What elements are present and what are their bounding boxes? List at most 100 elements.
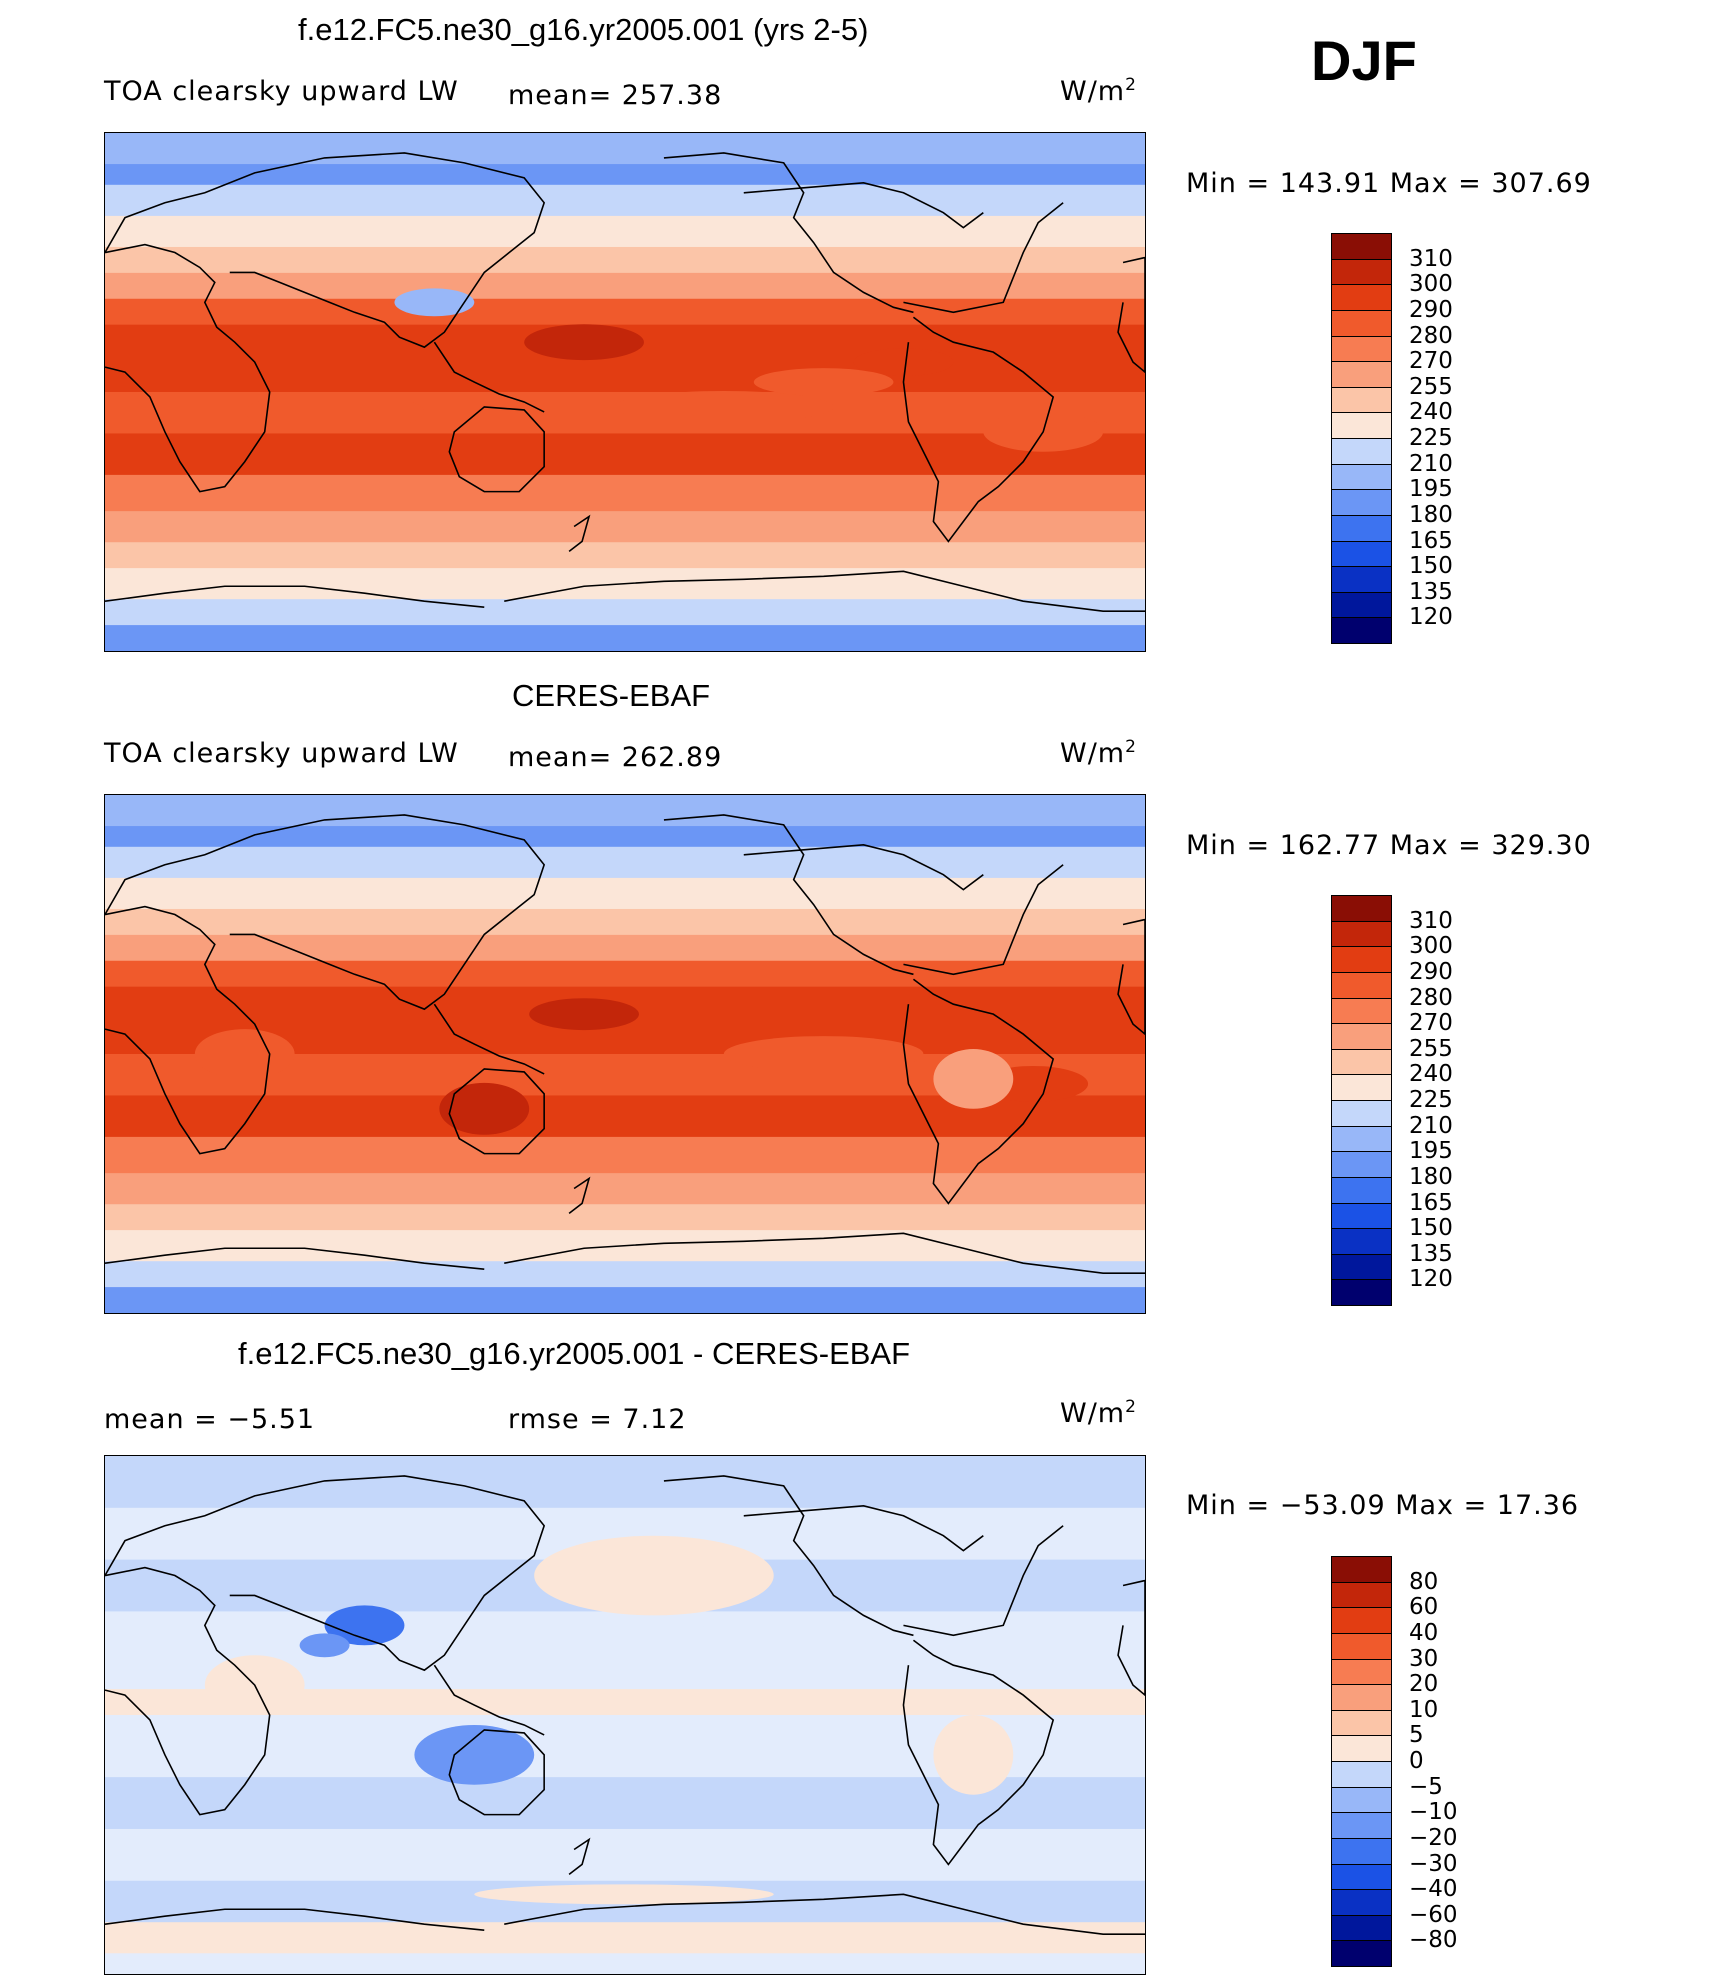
contour-blob: [244, 392, 425, 432]
coastline: [743, 1505, 984, 1552]
colorbar-level-label: 135: [1409, 578, 1453, 605]
coastline: [105, 1566, 271, 1816]
colorbar-swatch: [1331, 895, 1392, 922]
colorbar-swatch: [1331, 1709, 1392, 1737]
contour-blob: [324, 1605, 405, 1646]
coastline: [105, 905, 271, 1155]
panel-2-bands: [105, 795, 1145, 1313]
colorbar-swatch: [1331, 284, 1392, 311]
colorbar-level-label: 5: [1409, 1722, 1424, 1749]
contour-band: [105, 1173, 1145, 1206]
colorbar-swatch: [1331, 361, 1392, 388]
contour-blob: [524, 324, 644, 361]
colorbar-swatch: [1331, 1863, 1392, 1891]
colorbar-level-label: 10: [1409, 1696, 1439, 1723]
contour-blob: [194, 1029, 295, 1079]
contour-band: [105, 433, 1145, 476]
colorbar-swatch: [1331, 1914, 1392, 1942]
coastline: [504, 1893, 1145, 1935]
coastline: [504, 1232, 1145, 1274]
panel-1-coastlines: [105, 152, 1145, 612]
contour-band: [105, 599, 1145, 627]
coastline: [903, 864, 1064, 976]
coastline: [1117, 256, 1145, 374]
coastline: [448, 1068, 545, 1155]
contour-band: [105, 272, 1145, 300]
coastline: [903, 1525, 1064, 1637]
contour-blob: [474, 1884, 774, 1905]
colorbar-swatch: [1331, 386, 1392, 414]
colorbar-swatch: [1331, 946, 1392, 973]
colorbar-level-label: −30: [1409, 1850, 1458, 1877]
contour-band: [105, 164, 1145, 186]
colorbar-swatch: [1331, 1940, 1392, 1967]
colorbar-swatch: [1331, 566, 1392, 593]
colorbar-level-label: 20: [1409, 1671, 1439, 1698]
colorbar-swatch: [1331, 1100, 1392, 1127]
contour-blob: [753, 368, 894, 396]
colorbar-level-label: 280: [1409, 322, 1453, 349]
colorbar-level-label: 240: [1409, 1061, 1453, 1088]
contour-band: [105, 795, 1145, 828]
coastline: [448, 1729, 545, 1816]
panel-3-rmse: rmse = 7.12: [508, 1404, 687, 1435]
coastline: [105, 152, 546, 349]
colorbar-level-label: 150: [1409, 1215, 1453, 1242]
contour-band: [105, 184, 1145, 217]
colorbar-level-label: 120: [1409, 1266, 1453, 1293]
colorbar-swatch: [1331, 1023, 1392, 1050]
coastline: [433, 1664, 545, 1736]
colorbar-swatch: [1331, 233, 1392, 260]
colorbar-swatch: [1331, 335, 1392, 363]
panel-1-colorbar: 310 300 290 280 270 255 240 225 210 195 180 165 150 1…: [1331, 233, 1453, 644]
colorbar-level-label: 255: [1409, 1035, 1453, 1062]
contour-blob: [614, 391, 834, 423]
panel-1-blobs: [244, 288, 1104, 452]
panel-1-field-label: TOA clearsky upward LW: [104, 76, 459, 107]
coastline: [663, 1475, 914, 1637]
season-label: DJF: [1311, 29, 1417, 92]
contour-blob: [414, 1724, 535, 1785]
colorbar-level-label: 195: [1409, 476, 1453, 503]
panel-2-coastlines: [105, 814, 1145, 1274]
colorbar-swatch: [1331, 1658, 1392, 1686]
coastline: [568, 1176, 591, 1215]
colorbar-swatch: [1331, 1228, 1392, 1255]
colorbar-level-label: 165: [1409, 527, 1453, 554]
colorbar-level-label: 0: [1409, 1748, 1424, 1774]
colorbar-level-label: 210: [1409, 1112, 1453, 1139]
colorbar-swatch: [1331, 463, 1392, 491]
contour-band: [105, 934, 1145, 962]
colorbar-swatch: [1331, 540, 1392, 568]
colorbar-swatch: [1331, 997, 1392, 1025]
panel-3-colorbar: 80 60 40 30 20 10 5 0 −5 −10 −20 −30 −40 −60 −80: [1331, 1556, 1458, 1967]
colorbar-level-label: −80: [1409, 1927, 1458, 1954]
colorbar-level-label: 135: [1409, 1240, 1453, 1267]
panel-3-coastlines: [105, 1475, 1145, 1935]
coastline: [105, 1247, 485, 1270]
colorbar-swatch: [1331, 1632, 1392, 1660]
colorbar-level-label: 280: [1409, 984, 1453, 1011]
coastline: [902, 1639, 1055, 1866]
panel-1-map: [104, 132, 1146, 652]
panel-3-mean: mean = −5.51: [104, 1404, 316, 1435]
colorbar-level-label: 210: [1409, 450, 1453, 477]
coastline: [433, 341, 545, 413]
contour-band: [105, 908, 1145, 936]
coastline: [903, 202, 1064, 314]
panel-2-field-label: TOA clearsky upward LW: [104, 738, 459, 769]
colorbar-level-label: 195: [1409, 1138, 1453, 1165]
colorbar-level-label: 180: [1409, 501, 1453, 528]
colorbar-level-label: 290: [1409, 958, 1453, 985]
colorbar-swatch: [1331, 1735, 1392, 1762]
coastline: [504, 570, 1145, 612]
colorbar-swatch: [1331, 514, 1392, 542]
panel-2-mean: mean= 262.89: [508, 742, 723, 773]
panel-1-map-svg: [105, 133, 1145, 651]
contour-blob: [723, 1036, 924, 1072]
contour-band: [105, 215, 1145, 248]
coastline: [105, 243, 271, 493]
colorbar-swatch: [1331, 1812, 1392, 1839]
colorbar-swatch: [1331, 1279, 1392, 1306]
colorbar-swatch: [1331, 1151, 1392, 1178]
